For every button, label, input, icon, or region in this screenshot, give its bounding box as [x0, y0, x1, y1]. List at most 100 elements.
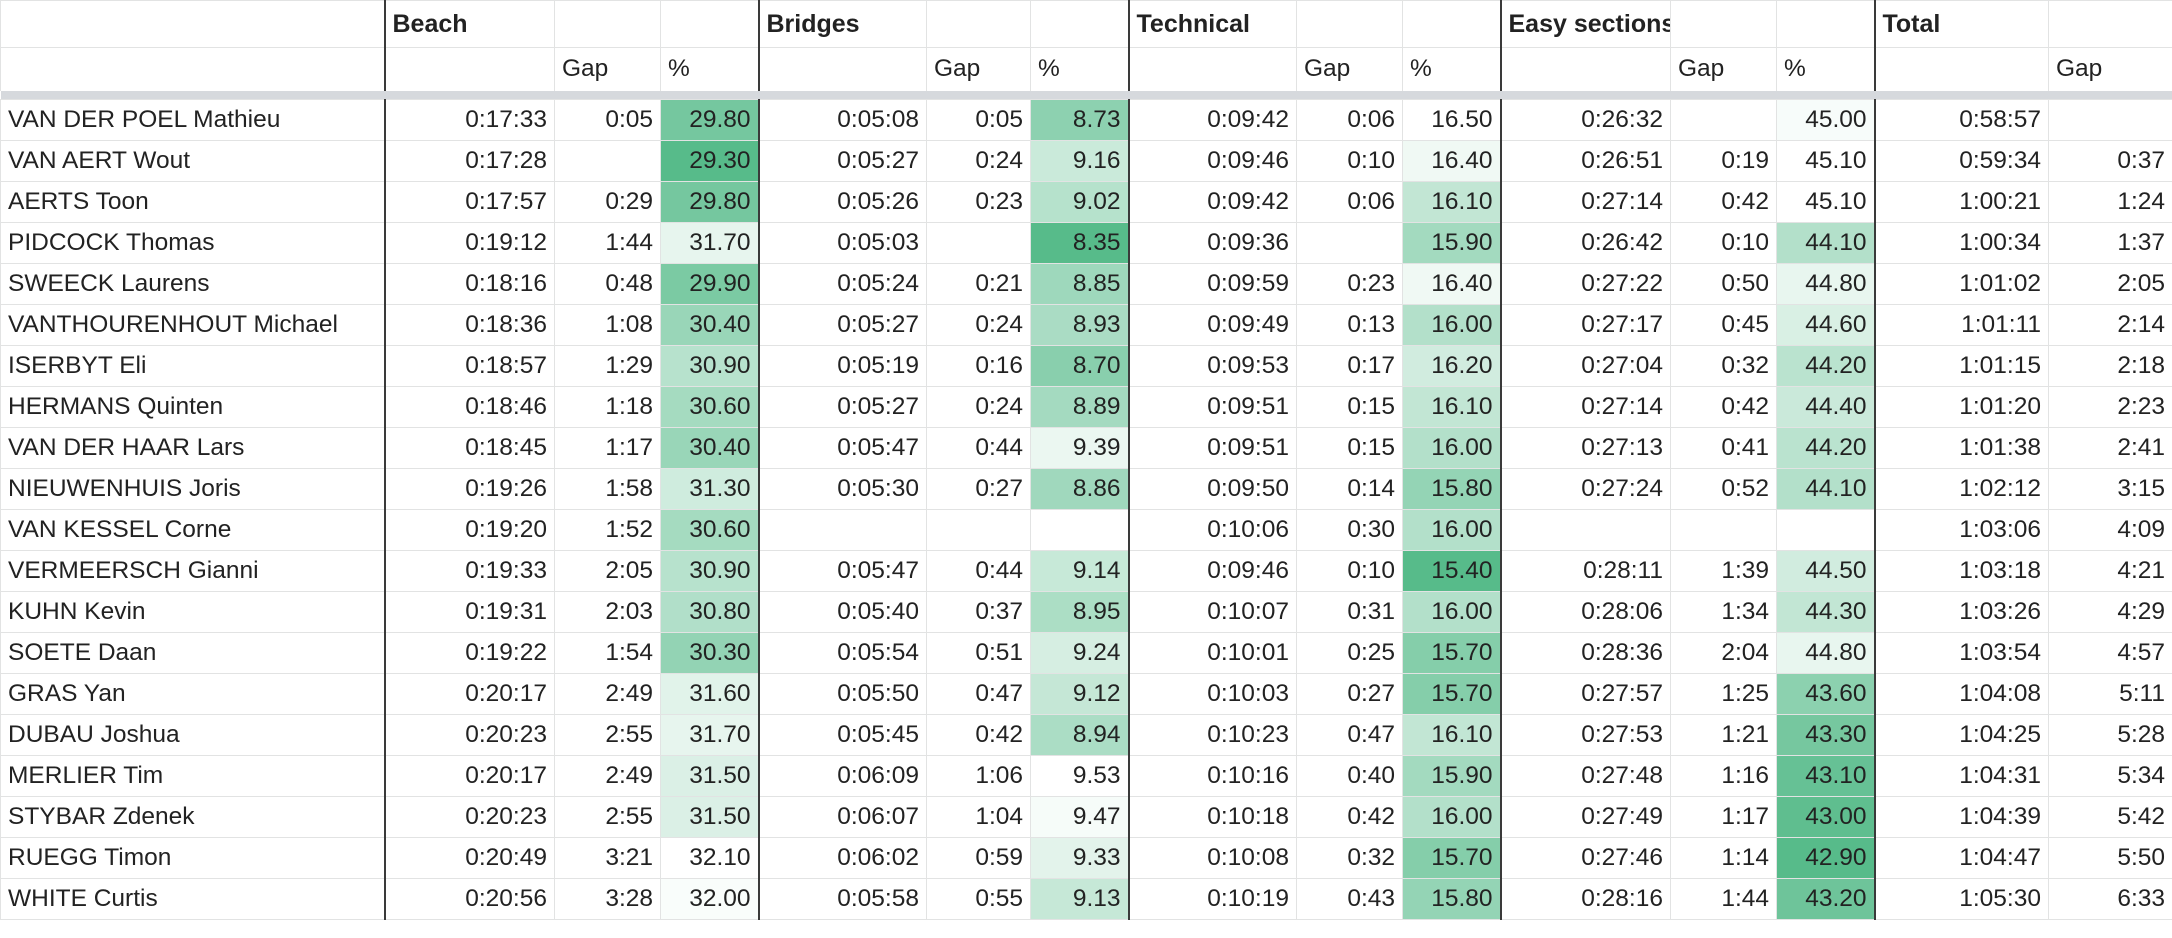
bridges-gap-cell[interactable]: 0:59 [926, 837, 1031, 879]
total-time-cell[interactable]: 1:00:34 [1873, 222, 2049, 264]
easy-pct-cell[interactable]: 42.90 [1776, 837, 1875, 879]
easy-time-cell[interactable]: 0:27:22 [1499, 263, 1671, 305]
bridges-gap-cell[interactable]: 0:24 [926, 140, 1031, 182]
rider-name-cell[interactable]: WHITE Curtis [0, 878, 385, 920]
bridges-time-cell[interactable]: 0:05:30 [757, 468, 927, 510]
beach-gap-cell[interactable]: 1:08 [554, 304, 661, 346]
easy-time-cell[interactable]: 0:28:16 [1499, 878, 1671, 920]
easy-gap-cell[interactable]: 1:17 [1670, 796, 1777, 838]
bridges-pct-cell[interactable]: 9.24 [1030, 632, 1129, 674]
beach-pct-cell[interactable]: 31.50 [660, 755, 759, 797]
total-time-cell[interactable]: 1:04:31 [1873, 755, 2049, 797]
corner-cell[interactable] [0, 0, 385, 48]
easy-gap-cell[interactable] [1670, 509, 1777, 551]
easy-gap-cell[interactable]: 2:04 [1670, 632, 1777, 674]
easy-gap-cell[interactable]: 1:25 [1670, 673, 1777, 715]
bridges-time-cell[interactable]: 0:05:40 [757, 591, 927, 633]
beach-pct-cell[interactable]: 30.80 [660, 591, 759, 633]
technical-gap-cell[interactable]: 0:13 [1296, 304, 1403, 346]
beach-pct-cell[interactable]: 31.70 [660, 222, 759, 264]
total-time-cell[interactable]: 1:01:02 [1873, 263, 2049, 305]
bridges-time-cell[interactable]: 0:05:45 [757, 714, 927, 756]
beach-pct-cell[interactable]: 29.80 [660, 99, 759, 141]
easy-pct-cell[interactable]: 43.60 [1776, 673, 1875, 715]
total-gap-cell[interactable]: 4:21 [2048, 550, 2172, 592]
rider-name-cell[interactable]: RUEGG Timon [0, 837, 385, 879]
total-time-cell[interactable]: 1:04:47 [1873, 837, 2049, 879]
bridges-time-cell[interactable]: 0:05:47 [757, 427, 927, 469]
easy-time-cell[interactable]: 0:28:06 [1499, 591, 1671, 633]
header-total[interactable]: Total [1873, 0, 2049, 48]
technical-pct-cell[interactable]: 16.00 [1402, 304, 1501, 346]
bridges-gap-cell[interactable]: 0:24 [926, 304, 1031, 346]
technical-time-cell[interactable]: 0:10:06 [1127, 509, 1297, 551]
easy-gap-cell[interactable]: 0:41 [1670, 427, 1777, 469]
bridges-gap-cell[interactable] [926, 509, 1031, 551]
header-beach[interactable]: Beach [383, 0, 555, 48]
technical-pct-cell[interactable]: 15.90 [1402, 222, 1501, 264]
bridges-gap-cell[interactable]: 1:04 [926, 796, 1031, 838]
technical-time-cell[interactable]: 0:10:01 [1127, 632, 1297, 674]
total-time-cell[interactable]: 1:03:26 [1873, 591, 2049, 633]
beach-gap-cell[interactable]: 0:29 [554, 181, 661, 223]
bridges-pct-cell[interactable]: 9.33 [1030, 837, 1129, 879]
technical-pct-cell[interactable]: 16.00 [1402, 796, 1501, 838]
technical-time-cell[interactable]: 0:09:50 [1127, 468, 1297, 510]
bridges-pct-cell[interactable]: 8.35 [1030, 222, 1129, 264]
technical-pct-cell[interactable]: 16.10 [1402, 714, 1501, 756]
easy-gap-cell[interactable]: 0:50 [1670, 263, 1777, 305]
header-bridges[interactable]: Bridges [757, 0, 927, 48]
beach-time-cell[interactable]: 0:19:20 [383, 509, 555, 551]
beach-gap-cell[interactable]: 1:54 [554, 632, 661, 674]
rider-name-cell[interactable]: VAN KESSEL Corne [0, 509, 385, 551]
technical-pct-cell[interactable]: 16.00 [1402, 509, 1501, 551]
bridges-pct-cell[interactable]: 9.16 [1030, 140, 1129, 182]
easy-gap-cell[interactable]: 0:32 [1670, 345, 1777, 387]
easy-pct-cell[interactable]: 43.20 [1776, 878, 1875, 920]
subheader-gap[interactable]: Gap [554, 47, 661, 91]
bridges-gap-cell[interactable]: 0:55 [926, 878, 1031, 920]
easy-time-cell[interactable]: 0:27:24 [1499, 468, 1671, 510]
technical-pct-cell[interactable]: 16.40 [1402, 263, 1501, 305]
subheader-pct[interactable]: % [1030, 47, 1129, 91]
technical-time-cell[interactable]: 0:10:19 [1127, 878, 1297, 920]
total-time-cell[interactable]: 1:04:08 [1873, 673, 2049, 715]
rider-name-cell[interactable]: VAN DER POEL Mathieu [0, 99, 385, 141]
bridges-gap-cell[interactable]: 0:21 [926, 263, 1031, 305]
technical-pct-cell[interactable]: 16.20 [1402, 345, 1501, 387]
technical-gap-cell[interactable]: 0:42 [1296, 796, 1403, 838]
bridges-pct-cell[interactable] [1030, 509, 1129, 551]
technical-pct-cell[interactable]: 15.90 [1402, 755, 1501, 797]
technical-time-cell[interactable]: 0:09:59 [1127, 263, 1297, 305]
technical-pct-cell[interactable]: 15.70 [1402, 837, 1501, 879]
bridges-pct-cell[interactable]: 9.02 [1030, 181, 1129, 223]
beach-gap-cell[interactable]: 2:55 [554, 714, 661, 756]
technical-pct-cell[interactable]: 15.70 [1402, 632, 1501, 674]
total-gap-cell[interactable]: 2:41 [2048, 427, 2172, 469]
bridges-time-cell[interactable]: 0:05:24 [757, 263, 927, 305]
bridges-time-cell[interactable] [757, 509, 927, 551]
bridges-time-cell[interactable]: 0:05:26 [757, 181, 927, 223]
subheader-pct[interactable]: % [1402, 47, 1501, 91]
beach-gap-cell[interactable]: 1:44 [554, 222, 661, 264]
total-time-cell[interactable]: 1:01:38 [1873, 427, 2049, 469]
beach-gap-cell[interactable]: 2:55 [554, 796, 661, 838]
beach-time-cell[interactable]: 0:20:56 [383, 878, 555, 920]
bridges-pct-cell[interactable]: 9.53 [1030, 755, 1129, 797]
total-gap-cell[interactable]: 4:09 [2048, 509, 2172, 551]
bridges-gap-cell[interactable]: 0:37 [926, 591, 1031, 633]
bridges-pct-cell[interactable]: 9.47 [1030, 796, 1129, 838]
subheader-gap[interactable]: Gap [2048, 47, 2172, 91]
beach-pct-cell[interactable]: 32.10 [660, 837, 759, 879]
beach-pct-cell[interactable]: 29.30 [660, 140, 759, 182]
rider-name-cell[interactable]: VAN DER HAAR Lars [0, 427, 385, 469]
total-time-cell[interactable]: 0:59:34 [1873, 140, 2049, 182]
easy-pct-cell[interactable]: 44.10 [1776, 222, 1875, 264]
easy-time-cell[interactable]: 0:26:32 [1499, 99, 1671, 141]
beach-pct-cell[interactable]: 30.90 [660, 345, 759, 387]
technical-pct-cell[interactable]: 16.50 [1402, 99, 1501, 141]
technical-time-cell[interactable]: 0:09:42 [1127, 181, 1297, 223]
bridges-pct-cell[interactable]: 8.73 [1030, 99, 1129, 141]
beach-pct-cell[interactable]: 29.80 [660, 181, 759, 223]
beach-pct-cell[interactable]: 32.00 [660, 878, 759, 920]
